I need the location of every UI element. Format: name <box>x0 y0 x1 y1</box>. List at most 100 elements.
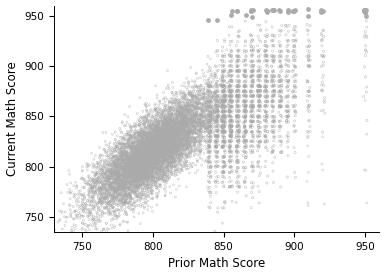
Point <box>206 130 213 134</box>
Point <box>145 137 151 142</box>
Point <box>248 144 254 149</box>
Point <box>134 166 140 170</box>
Point <box>132 171 139 175</box>
Point <box>228 124 234 128</box>
Point <box>177 121 184 126</box>
Point <box>222 114 228 118</box>
Point <box>146 142 152 146</box>
Point <box>135 172 141 176</box>
Point <box>140 146 146 150</box>
Point <box>192 141 198 145</box>
Point <box>197 93 203 97</box>
Point <box>186 136 192 140</box>
Point <box>228 148 234 153</box>
Point <box>142 145 149 150</box>
Point <box>143 160 149 164</box>
Point <box>170 122 176 126</box>
Point <box>179 142 186 146</box>
Point <box>263 79 269 83</box>
Point <box>214 129 220 134</box>
Point <box>257 84 263 88</box>
Point <box>147 124 154 128</box>
Point <box>174 138 181 143</box>
Point <box>157 107 163 112</box>
Point <box>123 171 129 176</box>
Point <box>168 155 174 159</box>
Point <box>159 152 166 156</box>
Point <box>124 168 130 173</box>
Point <box>242 90 248 94</box>
Point <box>145 156 151 161</box>
Point <box>192 163 199 167</box>
Point <box>243 108 249 113</box>
Point <box>177 132 183 137</box>
Point <box>162 142 168 147</box>
Point <box>234 8 240 13</box>
Point <box>171 130 177 134</box>
Point <box>128 202 134 206</box>
Point <box>119 150 125 154</box>
Point <box>124 162 131 167</box>
Point <box>173 140 179 144</box>
Point <box>130 189 136 193</box>
Point <box>154 128 160 132</box>
Point <box>108 175 114 179</box>
Point <box>155 158 161 163</box>
Point <box>144 173 151 177</box>
Point <box>161 118 167 123</box>
Point <box>138 183 144 188</box>
Point <box>227 165 233 169</box>
Point <box>170 131 176 136</box>
Point <box>145 145 151 149</box>
Point <box>132 159 138 163</box>
Point <box>105 166 112 170</box>
Point <box>278 65 285 69</box>
Point <box>228 130 234 135</box>
Point <box>208 128 214 133</box>
Point <box>151 175 157 179</box>
Point <box>249 59 256 63</box>
Point <box>176 105 182 110</box>
Point <box>148 178 154 182</box>
Point <box>118 174 124 179</box>
Point <box>201 109 208 113</box>
Point <box>291 44 297 49</box>
Point <box>160 169 166 174</box>
Point <box>285 135 291 140</box>
Point <box>228 123 234 128</box>
Point <box>176 139 182 144</box>
Point <box>235 115 241 120</box>
Point <box>139 174 145 179</box>
Point <box>125 164 131 169</box>
Point <box>248 109 254 114</box>
Point <box>165 120 171 124</box>
Point <box>126 167 132 171</box>
Point <box>119 198 126 203</box>
Point <box>163 147 169 152</box>
Point <box>156 123 162 128</box>
Point <box>243 90 249 94</box>
Point <box>159 153 165 158</box>
Point <box>183 137 189 142</box>
Point <box>159 125 165 129</box>
Point <box>262 114 268 119</box>
Point <box>109 172 115 176</box>
Point <box>132 171 138 175</box>
Point <box>162 100 168 104</box>
Point <box>164 151 170 155</box>
Point <box>149 150 156 155</box>
Point <box>121 161 127 166</box>
Point <box>189 79 195 83</box>
Point <box>221 154 228 159</box>
Point <box>145 152 151 157</box>
Point <box>147 188 153 193</box>
Point <box>172 127 178 131</box>
Point <box>141 167 147 171</box>
Point <box>249 105 255 109</box>
Point <box>132 194 138 198</box>
Point <box>202 130 208 134</box>
Point <box>149 173 155 177</box>
Point <box>226 143 232 148</box>
Point <box>109 177 115 181</box>
Point <box>124 220 130 224</box>
